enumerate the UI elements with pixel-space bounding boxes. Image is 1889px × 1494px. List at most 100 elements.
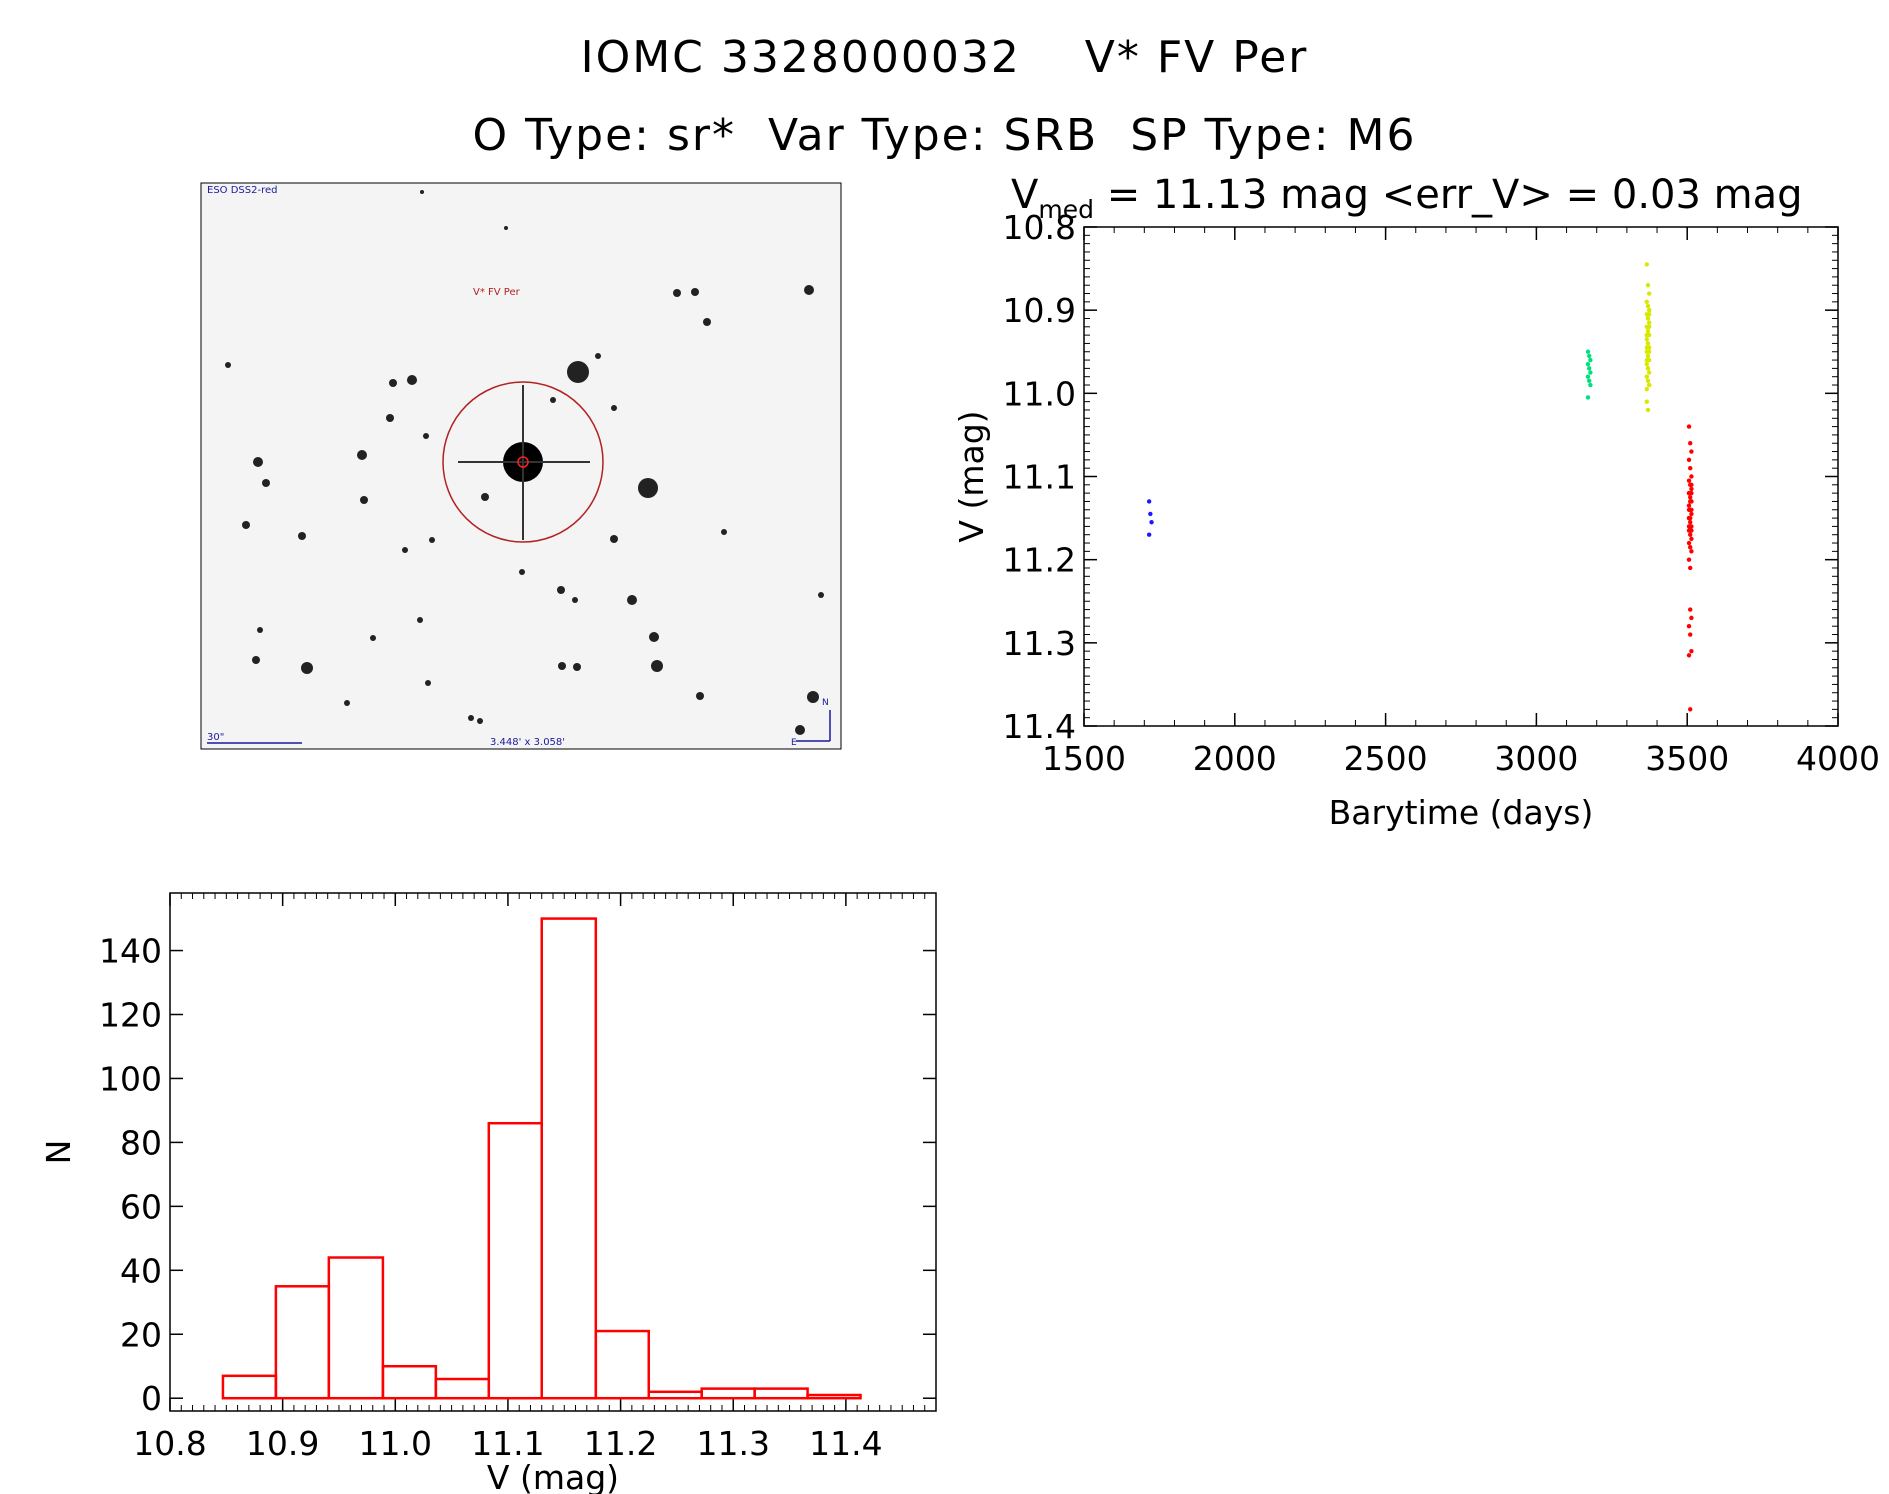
x-tick-label: 4000	[1796, 739, 1880, 778]
data-point-series-2	[1644, 299, 1649, 305]
data-point-series-3	[1689, 648, 1694, 654]
data-point-series-2	[1644, 262, 1649, 267]
y-tick-label: 0	[141, 1379, 162, 1418]
y-tick-label: 11.0	[1003, 374, 1076, 413]
data-point-series-3	[1686, 424, 1692, 429]
field-star	[360, 496, 368, 504]
field-star	[481, 493, 489, 501]
field-star	[550, 397, 556, 403]
data-point-series-3	[1686, 540, 1692, 546]
x-tick-label: 11.3	[696, 1424, 769, 1463]
field-star	[298, 532, 306, 540]
y-tick-label: 120	[99, 996, 162, 1035]
y-tick-label: 60	[120, 1187, 162, 1226]
lightcurve-plot: 1500 2000 2500 3000 3500 4000 10.8 10.9 11.0 11.1…	[952, 208, 1880, 832]
data-point-series-3	[1689, 511, 1694, 517]
y-axis-title: N	[39, 1140, 78, 1165]
y-tick-label: 100	[99, 1059, 162, 1098]
x-axis-title: Barytime (days)	[1329, 793, 1594, 832]
field-star	[477, 718, 483, 724]
field-star	[242, 521, 250, 529]
histogram-bar	[274, 1285, 331, 1400]
data-point-series-3	[1689, 490, 1694, 496]
field-star	[420, 190, 424, 194]
data-point-series-0	[1146, 499, 1152, 504]
data-point-series-2	[1645, 378, 1651, 384]
x-tick-label: 2500	[1344, 739, 1428, 778]
data-point-series-2	[1646, 320, 1652, 325]
field-star	[703, 318, 711, 326]
field-star	[389, 379, 397, 387]
data-point-series-1	[1585, 374, 1591, 379]
data-point-series-3	[1688, 515, 1693, 521]
data-point-series-2	[1645, 366, 1651, 371]
data-point-series-3	[1686, 557, 1692, 562]
data-point-series-3	[1688, 532, 1693, 537]
field-star	[572, 597, 578, 603]
lightcurve-frame	[1083, 226, 1839, 727]
data-point-series-2	[1645, 353, 1651, 359]
field-star	[696, 692, 704, 700]
data-point-series-1	[1586, 378, 1592, 384]
data-point-series-3	[1688, 441, 1693, 446]
data-point-series-0	[1149, 520, 1154, 525]
x-tick-label: 11.1	[471, 1424, 544, 1463]
data-point-series-3	[1689, 615, 1694, 621]
data-point-series-3	[1688, 520, 1693, 525]
target-star	[458, 385, 590, 540]
x-tick-label: 10.9	[246, 1424, 319, 1463]
field-star	[721, 529, 727, 535]
field-star	[610, 535, 618, 543]
field-star	[344, 700, 350, 706]
data-point-series-2	[1644, 362, 1649, 367]
header-line-1: IOMC 3328000032 V* FV Per	[580, 32, 1309, 83]
x-tick-label: 3500	[1645, 739, 1729, 778]
finder-image: ESO DSS2-red V* FV Per 30" 3.448' x 3.05…	[200, 182, 842, 750]
field-star	[262, 479, 270, 487]
field-star	[519, 569, 525, 575]
y-tick-label: 10.9	[1003, 291, 1076, 330]
data-point-series-2	[1645, 341, 1651, 346]
field-star	[386, 414, 394, 422]
data-point-series-3	[1689, 486, 1694, 492]
compass: N E	[791, 698, 831, 748]
y-tick-label: 80	[120, 1123, 162, 1162]
y-tick-label: 11.2	[1003, 541, 1076, 580]
field-star	[638, 478, 658, 498]
field-star	[691, 288, 699, 296]
data-point-series-1	[1586, 366, 1592, 371]
field-star	[611, 405, 617, 411]
data-point-series-1	[1585, 349, 1591, 354]
data-point-series-2	[1646, 324, 1652, 329]
field-star	[504, 226, 508, 230]
field-star	[252, 656, 260, 664]
histogram-bar	[381, 1364, 438, 1400]
data-point-series-2	[1644, 345, 1649, 350]
histogram-plot: 10.8 10.9 11.0 11.1 11.2 11.3 11.4 0 20 40 60 80 100…	[39, 892, 937, 1494]
field-star	[818, 592, 824, 598]
data-point-series-3	[1686, 503, 1692, 508]
field-star	[649, 632, 659, 642]
data-point-series-3	[1689, 474, 1694, 479]
field-star	[558, 662, 566, 670]
data-point-series-3	[1689, 482, 1694, 488]
field-star	[807, 691, 819, 703]
target-label: V* FV Per	[473, 287, 521, 298]
data-point-series-2	[1646, 349, 1652, 354]
data-point-series-2	[1646, 312, 1652, 317]
data-point-series-3	[1688, 565, 1693, 571]
survey-label: ESO DSS2-red	[207, 185, 277, 196]
fov-label: 3.448' x 3.058'	[490, 737, 565, 748]
y-tick-label: 20	[120, 1315, 162, 1354]
data-point-series-3	[1688, 632, 1693, 637]
data-point-series-3	[1689, 449, 1694, 454]
field-star	[651, 660, 663, 672]
field-star	[425, 680, 431, 686]
data-point-series-2	[1644, 386, 1649, 392]
data-point-series-1	[1588, 357, 1593, 363]
field-star	[417, 617, 423, 623]
histogram-bar	[540, 917, 598, 1400]
data-point-series-3	[1688, 465, 1693, 471]
histogram-bar	[647, 1390, 703, 1400]
